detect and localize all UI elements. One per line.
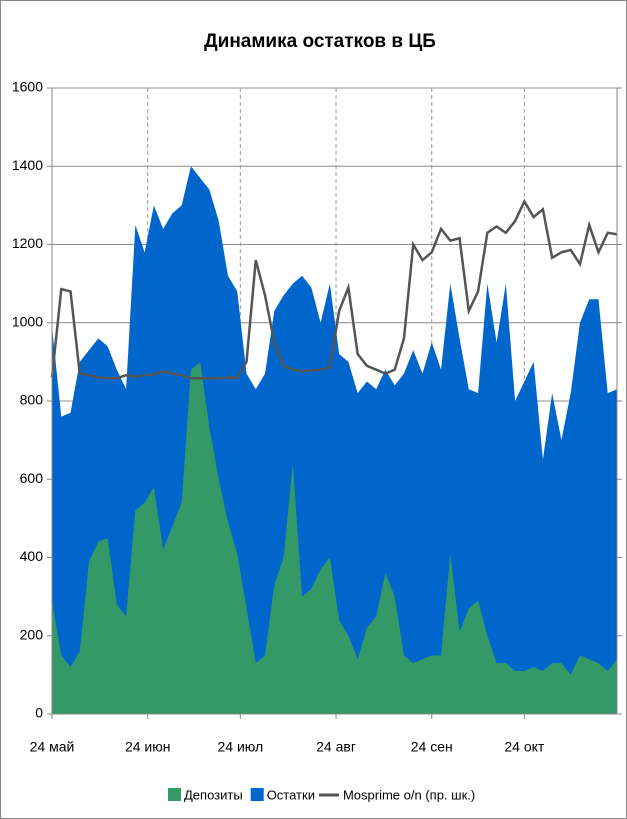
x-tick-label: 24 май [30, 739, 75, 755]
y-tick-label: 800 [20, 392, 44, 408]
legend-label: Mosprime o/n (пр. шк.) [343, 787, 475, 802]
area [52, 361, 617, 714]
x-tick-label: 24 сен [411, 739, 453, 755]
legend-label: Остатки [267, 787, 315, 802]
y-tick-label: 200 [20, 626, 44, 642]
legend-swatch [168, 788, 181, 801]
x-tick-label: 24 июл [218, 739, 264, 755]
chart-title: Динамика остатков в ЦБ [204, 31, 436, 52]
y-tick-label: 1000 [12, 313, 43, 329]
legend-swatch [250, 788, 264, 801]
x-tick-label: 24 окт [504, 739, 545, 755]
y-tick-label: 600 [20, 470, 44, 486]
y-tick-label: 400 [20, 548, 44, 564]
y-tick-label: 0 [35, 705, 43, 721]
line [50, 198, 618, 380]
x-tick-label: 24 июн [125, 739, 171, 755]
x-tick-label: 24 авг [316, 739, 356, 755]
y-tick-label: 1400 [12, 157, 43, 173]
y-tick-label: 1200 [12, 235, 43, 251]
y-tick-label: 1600 [12, 79, 43, 95]
legend-label: Депозиты [184, 787, 243, 802]
